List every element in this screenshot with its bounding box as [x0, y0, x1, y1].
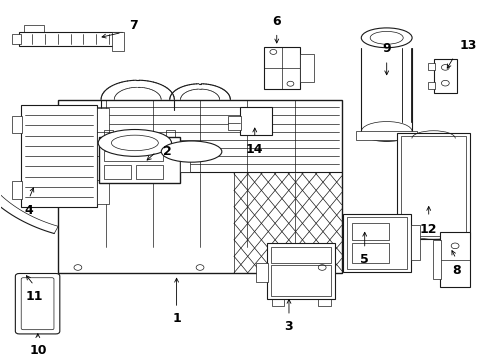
Bar — [104, 151, 163, 162]
Bar — [97, 108, 109, 204]
Bar — [12, 116, 22, 133]
Bar — [271, 247, 331, 262]
Bar — [166, 130, 175, 137]
Bar — [428, 82, 435, 89]
Bar — [428, 63, 435, 69]
Bar — [411, 225, 420, 260]
Bar — [104, 165, 131, 179]
Bar — [112, 32, 124, 51]
Ellipse shape — [161, 141, 222, 162]
Text: 4: 4 — [24, 203, 33, 216]
Bar — [58, 100, 342, 273]
Bar — [12, 34, 21, 44]
Bar — [356, 131, 417, 140]
Text: 5: 5 — [360, 253, 369, 266]
Bar — [351, 243, 389, 263]
Ellipse shape — [98, 130, 172, 156]
Text: 6: 6 — [272, 15, 281, 28]
Bar — [441, 232, 470, 287]
Bar — [19, 32, 122, 46]
Bar — [104, 140, 163, 149]
Bar — [401, 136, 466, 237]
Bar — [256, 262, 268, 282]
Ellipse shape — [111, 135, 158, 151]
Bar — [402, 239, 416, 246]
Bar — [267, 243, 335, 299]
Bar — [351, 222, 389, 240]
Text: 11: 11 — [25, 291, 43, 303]
Bar — [272, 298, 284, 306]
Text: 1: 1 — [172, 312, 181, 325]
Bar — [300, 54, 314, 82]
Bar — [104, 130, 113, 137]
Bar — [346, 217, 407, 269]
Text: 8: 8 — [452, 264, 461, 277]
Bar — [228, 116, 241, 130]
Text: 12: 12 — [420, 222, 438, 235]
Text: 3: 3 — [285, 320, 294, 333]
Ellipse shape — [361, 28, 412, 48]
Text: 2: 2 — [163, 145, 172, 158]
Bar — [136, 165, 163, 179]
Text: 7: 7 — [129, 19, 138, 32]
FancyBboxPatch shape — [15, 274, 60, 334]
Text: 13: 13 — [460, 39, 477, 52]
Bar — [24, 26, 44, 32]
Bar — [21, 105, 97, 207]
Bar — [451, 239, 465, 246]
Bar — [99, 137, 180, 183]
Bar — [264, 47, 300, 89]
Ellipse shape — [370, 31, 403, 44]
Text: 10: 10 — [29, 344, 47, 357]
Bar — [397, 133, 470, 239]
Bar — [318, 298, 331, 306]
Bar — [180, 151, 190, 172]
Bar — [434, 59, 457, 93]
Bar — [234, 172, 342, 273]
Bar — [343, 214, 411, 272]
Text: 9: 9 — [382, 42, 391, 55]
Bar — [240, 107, 272, 135]
Bar — [433, 240, 441, 279]
Bar — [271, 265, 331, 296]
Text: 14: 14 — [246, 143, 264, 156]
Bar — [12, 181, 22, 199]
